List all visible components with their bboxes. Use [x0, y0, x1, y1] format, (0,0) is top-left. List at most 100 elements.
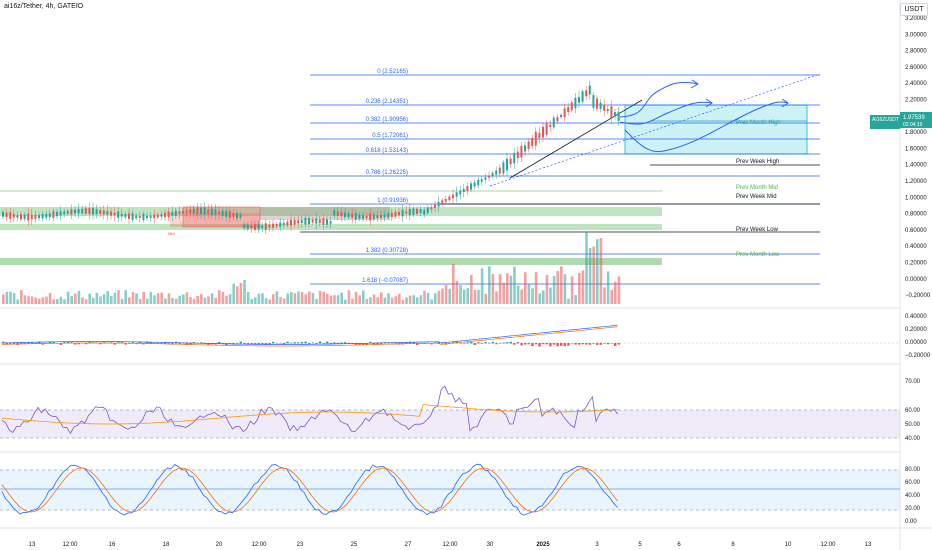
volume-bar	[318, 290, 322, 304]
currency-button[interactable]: USDT	[900, 3, 928, 16]
macd-tick: −0.20000	[905, 353, 931, 359]
candle-body	[524, 145, 526, 152]
macd-bar	[405, 342, 408, 344]
volume-bar	[77, 290, 81, 304]
candle-body	[135, 215, 138, 219]
macd-bar	[524, 343, 527, 345]
volume-bar	[333, 295, 336, 304]
candle-body	[527, 141, 530, 149]
candle-body	[596, 98, 598, 109]
macd-tick: 0.20000	[905, 327, 927, 333]
volume-bar	[599, 238, 603, 304]
volume-bar	[92, 298, 95, 304]
macd-bar	[279, 342, 282, 344]
candle-body	[477, 179, 480, 186]
candle-body	[99, 210, 102, 214]
price-tag-value: 1.97539	[903, 115, 925, 121]
candle-body	[304, 217, 307, 225]
macd-bar	[2, 341, 5, 344]
volume-bar	[225, 295, 228, 304]
candle-body	[70, 209, 73, 215]
fib-retracement[interactable]: 0 (2.52165) 0.236 (2.14351) 0.382 (1.90956…	[310, 69, 820, 285]
volume-bar	[131, 292, 135, 304]
volume-bar	[563, 274, 567, 304]
stoch-tick: 60.00	[905, 480, 921, 486]
macd-bar	[340, 342, 343, 344]
candle-body	[592, 95, 595, 108]
volume-bar	[549, 287, 552, 304]
macd-bar	[293, 342, 296, 344]
candle-body	[52, 211, 55, 219]
volume-bar	[520, 289, 523, 304]
volume-bar	[430, 299, 433, 304]
volume-bar	[257, 293, 261, 304]
fib-level-label: 0.618 (1.53143)	[366, 148, 408, 154]
candle-body	[5, 212, 8, 218]
macd-bar	[416, 343, 419, 345]
price-axis[interactable]: 3.20000 3.00000 2.80000 2.60000 2.40000 2.200…	[905, 16, 931, 299]
candle-body	[178, 211, 181, 214]
candle-body	[149, 215, 152, 218]
candle-body	[567, 106, 570, 113]
price-tick: 1.80000	[905, 130, 927, 136]
macd-bar	[549, 343, 552, 347]
volume-bar	[502, 282, 505, 304]
macd-bar	[344, 342, 347, 344]
volume-bar	[63, 299, 66, 304]
volume-bar	[326, 293, 329, 304]
candle-body	[513, 152, 516, 164]
macd-bar	[372, 343, 376, 345]
candlestick-series[interactable]	[2, 80, 620, 235]
volume-bar	[20, 290, 23, 304]
price-tick: 0.40000	[905, 244, 927, 250]
time-axis[interactable]: 13 12:00 16 18 20 12:00 23 25 27 12:00 30 2025 3 5 6 8 1…	[29, 542, 872, 548]
projection-path-1[interactable]	[619, 81, 698, 118]
volume-bar	[218, 290, 221, 304]
candle-body	[322, 218, 325, 225]
volume-bar	[419, 295, 423, 304]
macd-bar	[182, 343, 185, 344]
price-tick: 2.40000	[905, 81, 927, 87]
volume-bar	[567, 298, 570, 304]
candle-body	[502, 162, 505, 174]
volume-bar	[178, 295, 181, 304]
projection-path-3[interactable]	[624, 101, 789, 153]
candle-body	[92, 207, 94, 215]
macd-bar	[308, 343, 311, 345]
candle-body	[185, 210, 188, 213]
volume-bar	[466, 288, 469, 304]
candle-body	[113, 212, 116, 216]
volume-bar	[383, 297, 387, 304]
candle-body	[268, 224, 271, 228]
candle-body	[574, 97, 577, 109]
trend-line[interactable]	[509, 99, 643, 179]
macd-bar	[192, 342, 196, 344]
candle-body	[81, 208, 84, 214]
macd-bar	[290, 342, 293, 344]
arrowhead-icon	[781, 98, 789, 108]
candle-body	[156, 214, 159, 218]
volume-bar	[506, 273, 509, 304]
rsi-tick: 50.00	[905, 422, 921, 428]
time-tick: 27	[405, 542, 412, 548]
candle-body	[264, 223, 267, 230]
macd-bar	[318, 341, 322, 344]
volume-bar	[452, 263, 455, 304]
projection-path-2[interactable]	[619, 101, 713, 125]
candle-body	[340, 212, 343, 217]
price-tick: 0.00000	[905, 277, 927, 283]
price-tick: 2.20000	[905, 98, 927, 104]
candle-body	[138, 215, 141, 219]
candle-body	[495, 170, 498, 175]
volume-bar	[394, 296, 397, 304]
macd-bar	[52, 341, 55, 344]
volume-bar	[246, 292, 250, 304]
volume-bar	[34, 297, 37, 304]
macd-bar	[257, 343, 260, 345]
candle-body	[203, 207, 206, 215]
candle-body	[102, 210, 105, 215]
macd-bar	[596, 343, 599, 345]
macd-bar	[149, 342, 152, 344]
macd-bar	[574, 343, 577, 345]
